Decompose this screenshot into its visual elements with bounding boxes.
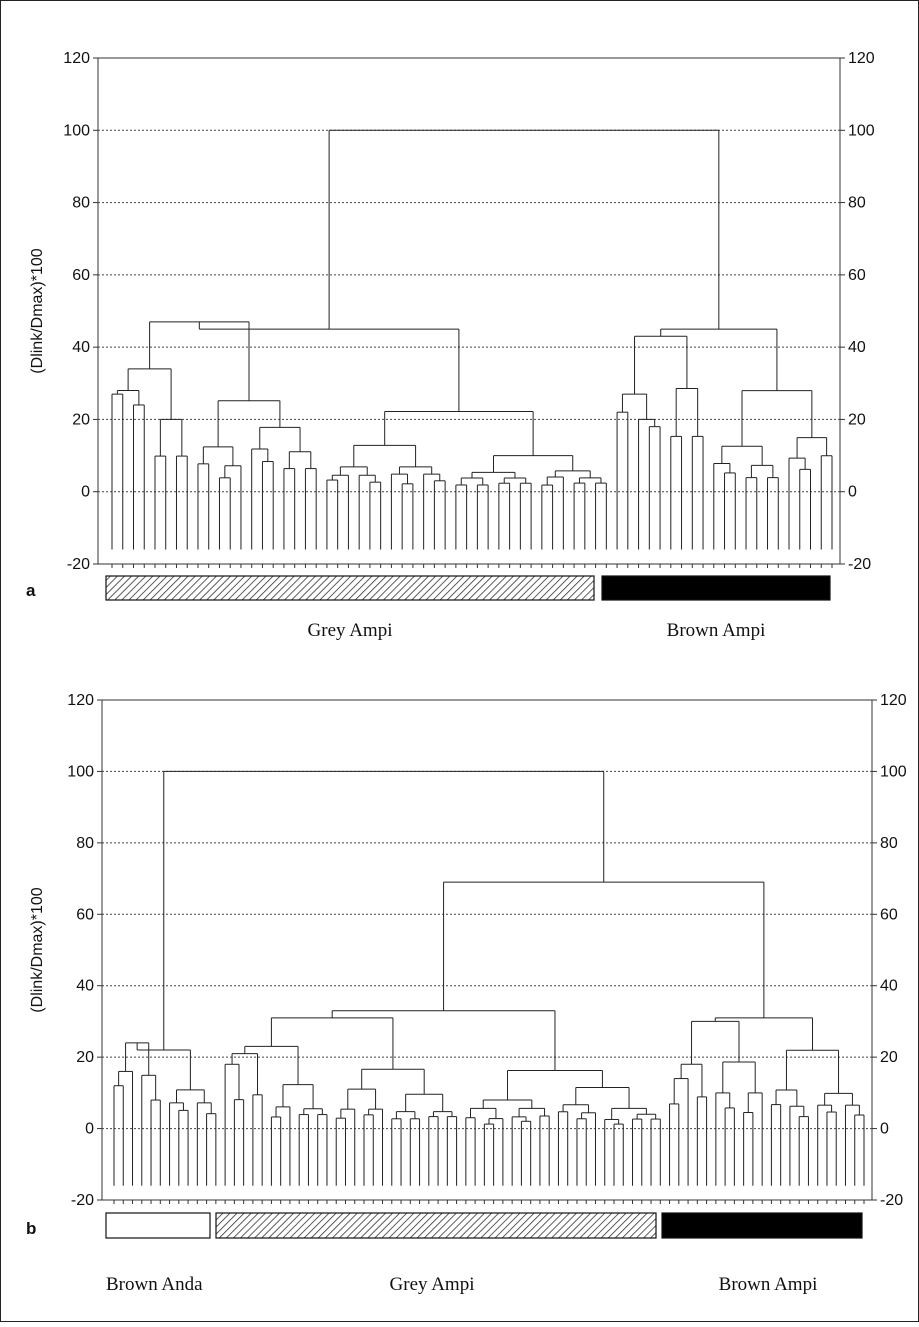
group-bar-open — [105, 1212, 211, 1239]
y-tick-label-right: -20 — [880, 1192, 903, 1209]
panel-a: -20 -20 0 0 20 20 40 40 60 60 80 80 100 100 120 120 (Dli… — [26, 50, 875, 641]
y-tick-label-left: 0 — [81, 484, 90, 501]
y-tick-label-right: 40 — [880, 978, 898, 995]
y-tick-label-left: 40 — [76, 978, 94, 995]
plot-border — [97, 57, 841, 565]
group-label: Grey Ampi — [390, 1274, 475, 1295]
group-label: Brown Anda — [106, 1274, 203, 1295]
y-tick-label-right: 120 — [848, 50, 875, 67]
y-tick-label-right: 60 — [880, 906, 898, 923]
group-bar-hatched — [215, 1212, 657, 1239]
y-tick-label-right: 0 — [848, 484, 857, 501]
group-label: Brown Ampi — [719, 1274, 818, 1295]
y-tick-label-right: 120 — [880, 692, 907, 709]
y-tick-label-left: 100 — [63, 122, 90, 139]
y-tick-label-left: 40 — [72, 339, 90, 356]
y-axis-label: (Dlink/Dmax)*100 — [29, 248, 46, 373]
y-tick-label-left: 60 — [72, 267, 90, 284]
y-tick-label-right: 100 — [848, 122, 875, 139]
y-tick-label-left: 100 — [67, 763, 94, 780]
y-tick-label-left: -20 — [67, 556, 90, 573]
y-tick-label-left: 20 — [76, 1049, 94, 1066]
y-tick-label-left: 80 — [76, 835, 94, 852]
group-bar-solid — [661, 1212, 863, 1239]
group-label: Grey Ampi — [308, 620, 393, 641]
group-bar-solid — [601, 575, 831, 601]
panel-label: b — [26, 1219, 36, 1238]
y-axis-label: (Dlink/Dmax)*100 — [29, 887, 46, 1012]
y-tick-label-left: 80 — [72, 195, 90, 212]
y-tick-label-right: 60 — [848, 267, 866, 284]
group-label: Brown Ampi — [667, 620, 766, 641]
y-tick-label-right: 80 — [848, 195, 866, 212]
group-bar-hatched — [105, 575, 595, 601]
y-tick-label-right: 80 — [880, 835, 898, 852]
plot-border — [101, 699, 873, 1201]
y-tick-label-right: 100 — [880, 763, 907, 780]
panel-b: -20 -20 0 0 20 20 40 40 60 60 80 80 100 100 120 120 (Dli… — [26, 692, 907, 1295]
y-tick-label-right: 0 — [880, 1121, 889, 1138]
y-tick-label-left: 60 — [76, 906, 94, 923]
y-tick-label-left: 0 — [85, 1121, 94, 1138]
y-tick-label-left: -20 — [71, 1192, 94, 1209]
y-tick-label-left: 120 — [63, 50, 90, 67]
y-tick-label-right: 40 — [848, 339, 866, 356]
panel-label: a — [26, 581, 36, 600]
y-tick-label-right: 20 — [848, 411, 866, 428]
y-tick-label-right: -20 — [848, 556, 871, 573]
y-tick-label-left: 120 — [67, 692, 94, 709]
y-tick-label-left: 20 — [72, 411, 90, 428]
y-tick-label-right: 20 — [880, 1049, 898, 1066]
